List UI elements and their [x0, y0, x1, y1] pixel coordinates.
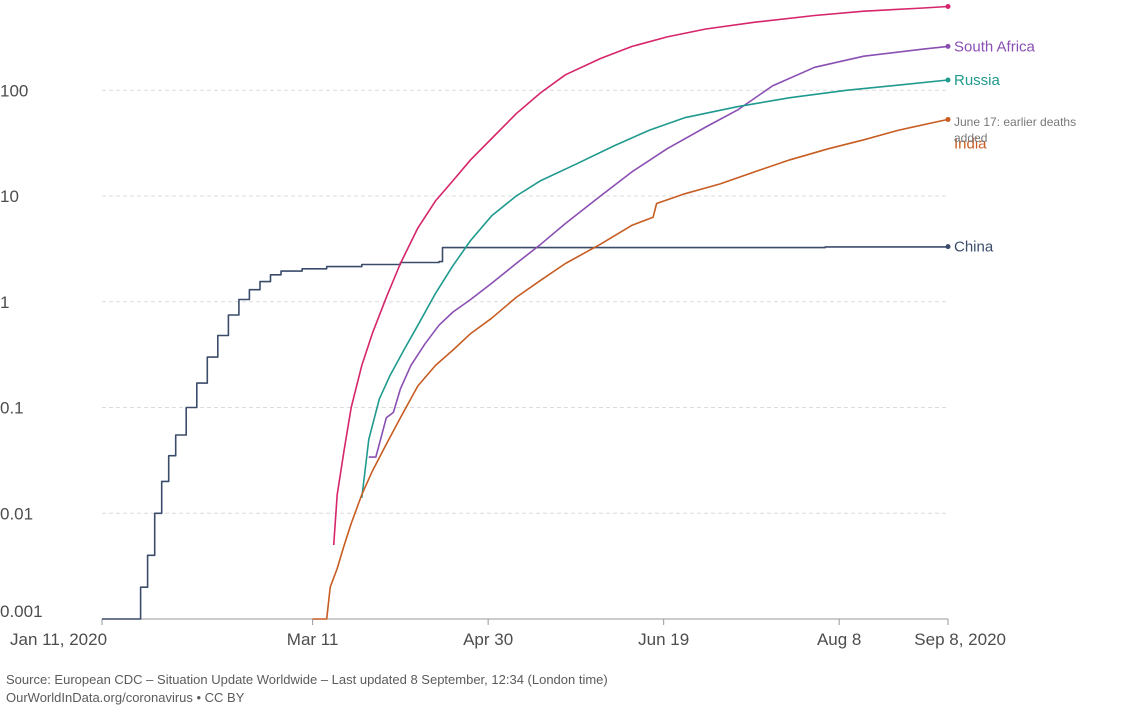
y-tick-label: 0.001	[0, 602, 43, 621]
x-tick-label: Aug 8	[817, 630, 861, 649]
series-end-point	[945, 43, 951, 49]
series-line-brazil	[332, 5, 949, 546]
grid-lines	[102, 89, 948, 620]
y-tick-label: 10	[0, 187, 19, 206]
series-end-point	[945, 77, 951, 83]
x-tick-label: Jan 11, 2020	[10, 630, 107, 649]
chart: 0.001 0.01 0.1 1 10 100 Jan 11, 2020 Mar 11 Apr…	[0, 0, 1076, 649]
series-end-point	[945, 116, 951, 122]
annotation-line: June 17: earlier deaths	[954, 115, 1076, 129]
series-labels: China Brazil South Africa Russia India	[945, 0, 1036, 256]
source-note: Source: European CDC – Situation Update …	[6, 672, 608, 687]
y-tick-label: 0.01	[0, 504, 33, 523]
x-tick-label: Mar 11	[287, 630, 339, 649]
y-tick-label: 0.1	[0, 399, 24, 418]
x-tick-label: Apr 30	[463, 630, 513, 649]
series-label-china: China	[954, 239, 994, 256]
series-line-india	[312, 118, 949, 620]
series-label-russia: Russia	[954, 72, 1001, 89]
x-tick-label: Jun 19	[638, 630, 689, 649]
y-tick-label: 1	[0, 293, 9, 312]
series-label-india: India	[954, 135, 987, 152]
series-lines	[102, 5, 949, 620]
series-line-south-africa	[368, 45, 949, 458]
annotation: June 17: earlier deaths added	[954, 115, 1076, 145]
series-end-point	[945, 244, 951, 250]
series-end-point	[945, 3, 951, 9]
series-line-china	[102, 246, 949, 620]
y-tick-label: 100	[0, 81, 28, 100]
license-note: OurWorldInData.org/coronavirus • CC BY	[6, 690, 245, 705]
y-tick-labels: 0.001 0.01 0.1 1 10 100	[0, 81, 43, 621]
x-tick-label: Sep 8, 2020	[914, 630, 1006, 649]
x-axis: Jan 11, 2020 Mar 11 Apr 30 Jun 19 Aug 8 Sep 8…	[10, 618, 1006, 649]
series-label-brazil: Brazil	[954, 0, 992, 1]
annotation-line: added	[954, 131, 987, 145]
series-label-south-africa: South Africa	[954, 38, 1036, 55]
series-line-russia	[361, 79, 949, 498]
